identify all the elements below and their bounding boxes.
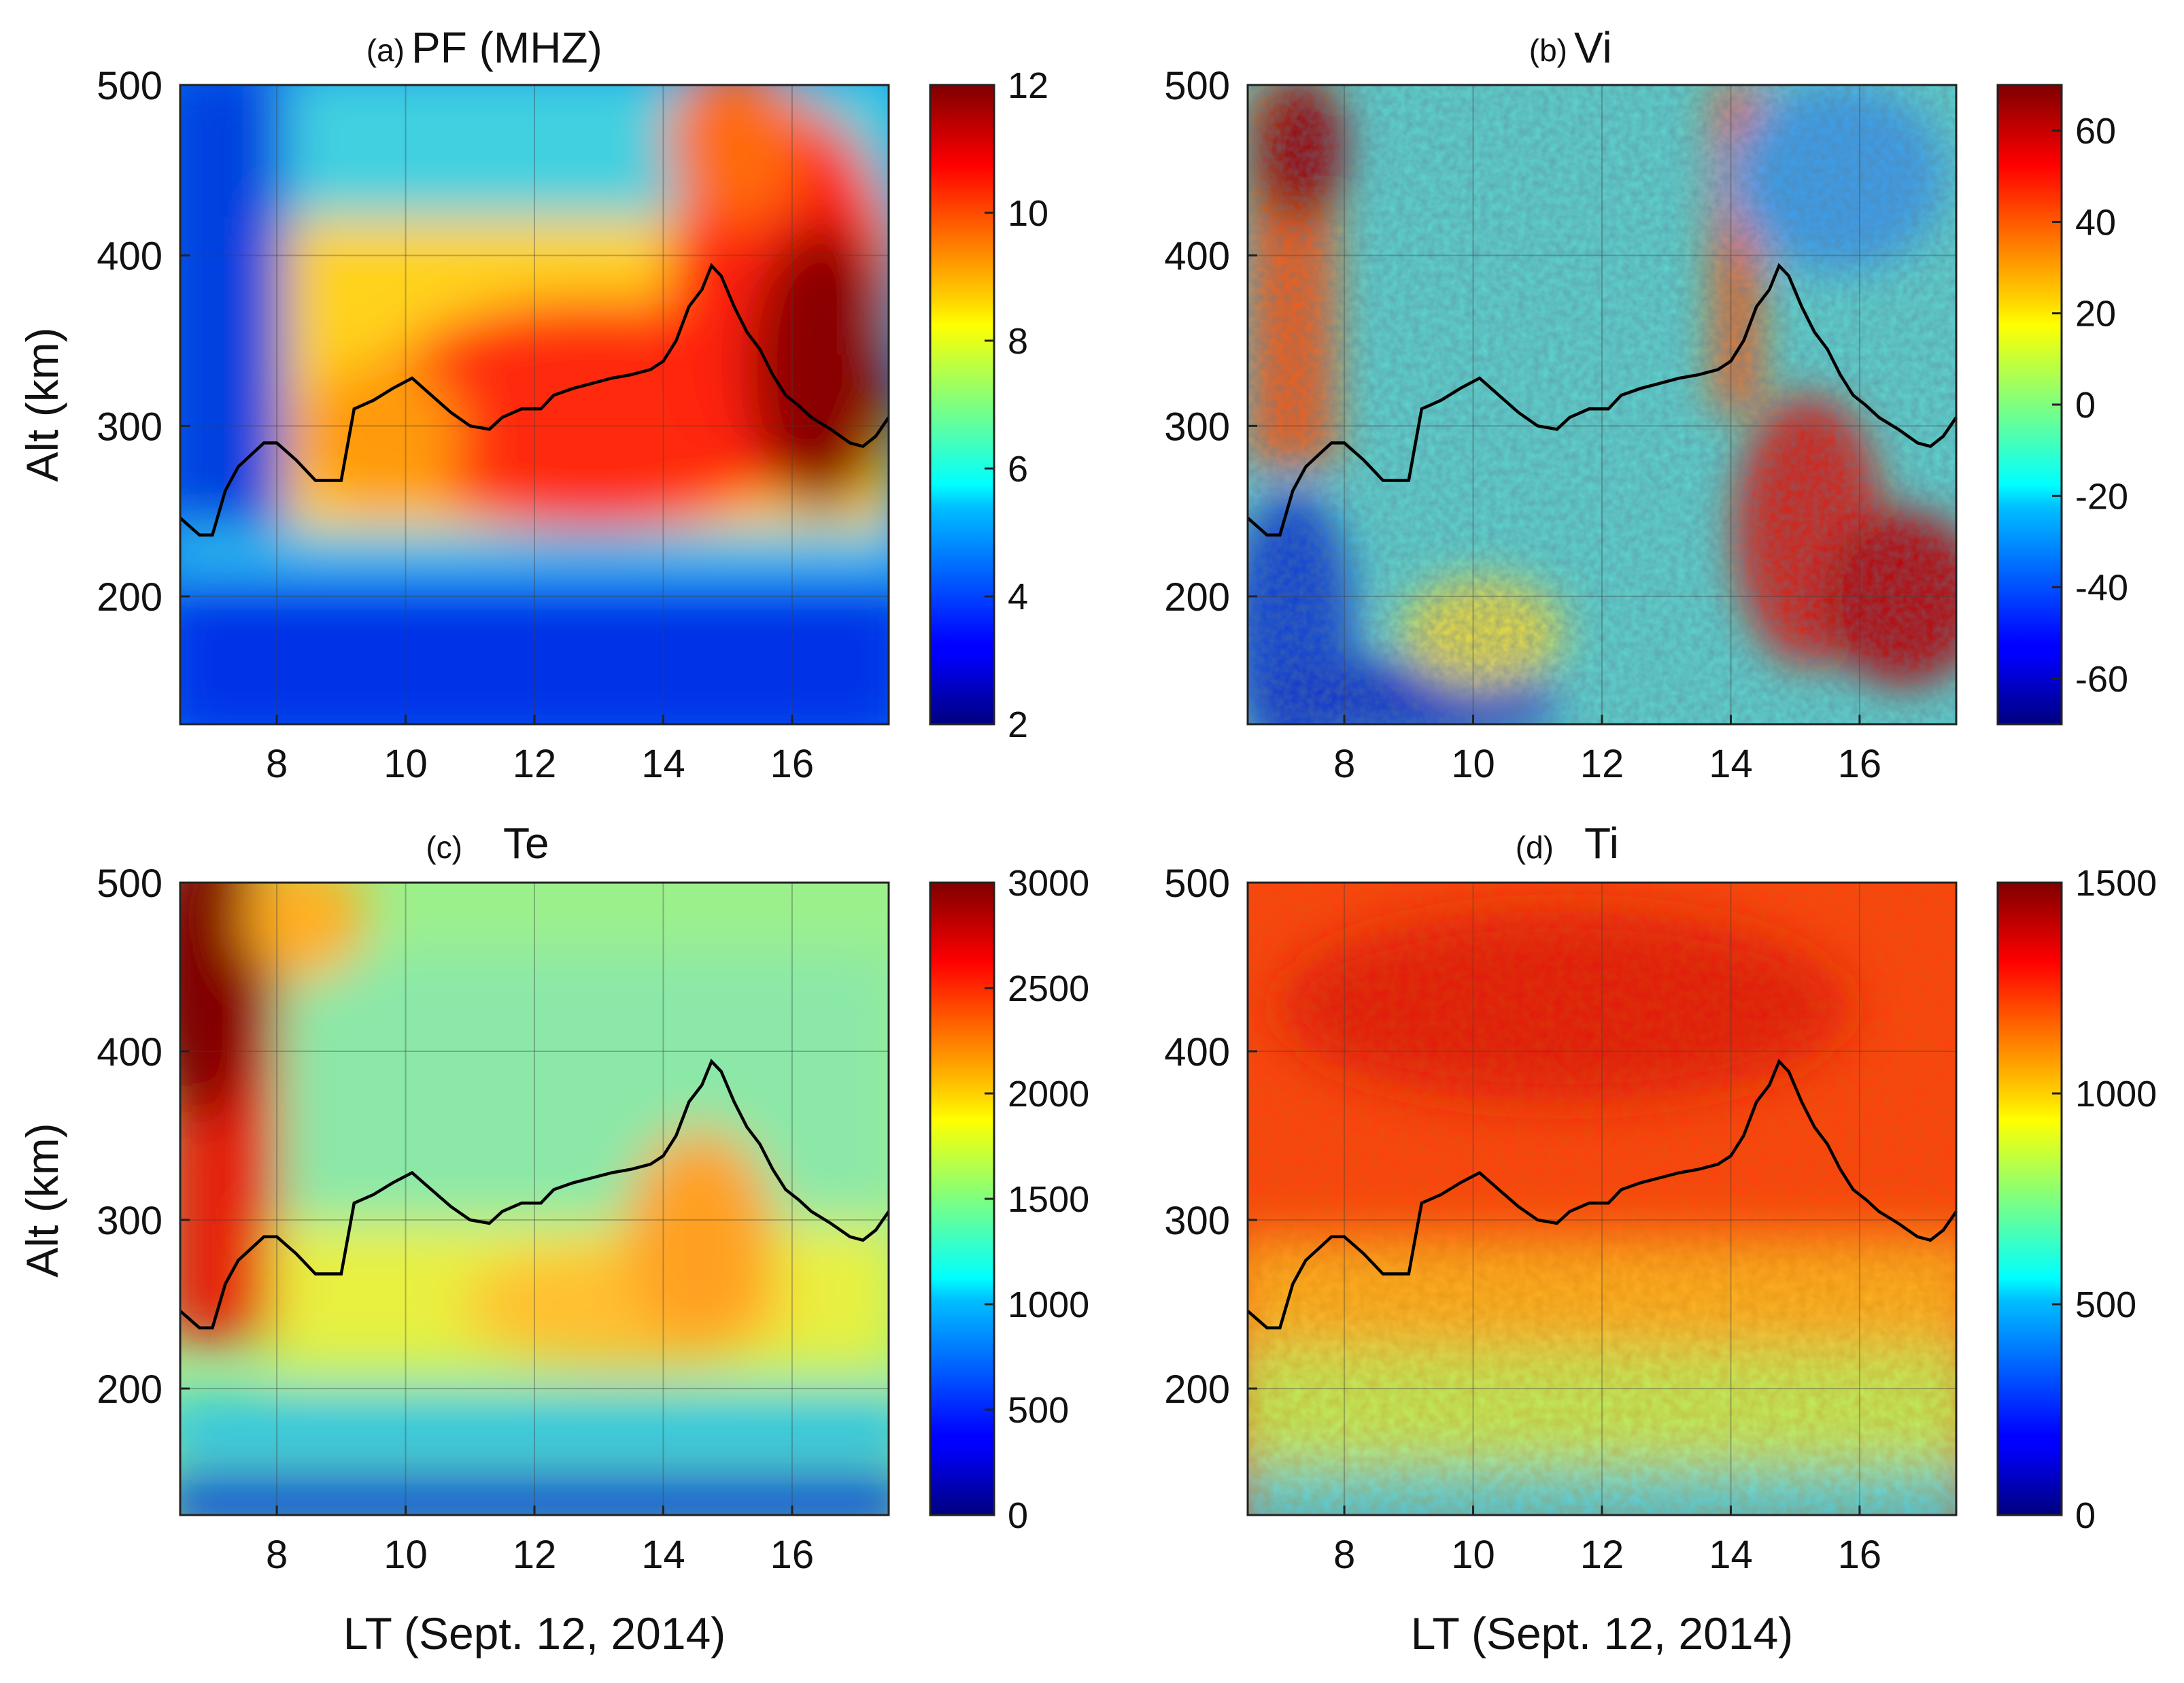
panel-b-colorbar-tick-label: 20 [2075,294,2116,335]
panel-b-colorbar-tick-label: -60 [2075,659,2128,700]
panel-b-colorbar-tick-label: -20 [2075,476,2128,517]
panel-d-x-tick-label: 16 [1838,1533,1882,1577]
panel-c-colorbar-tick-label: 1500 [1008,1179,1089,1220]
panel-b-x-tick-label: 16 [1838,742,1882,786]
panel-a-x-tick-label: 16 [770,742,815,786]
panel-b-y-tick-label: 200 [1164,575,1230,619]
panel-d-title-prefix: (d) [1516,830,1554,865]
panel-b-colorbar-gradient [1996,84,2063,726]
panel-c-y-tick-label: 200 [97,1367,163,1412]
panel-a-x-tick-label: 12 [513,742,557,786]
panel-d-x-tick-label: 8 [1333,1533,1355,1577]
panel-a-colorbar-tick-label: 12 [1008,65,1048,106]
panel-b-heatmap [1248,85,1956,724]
panel-d-colorbar-tick-label: 500 [2075,1285,2136,1325]
panel-b-colorbar-tick-label: -40 [2075,568,2128,609]
panel-a-hmf2-line [179,262,890,537]
panel-d-y-tick-label: 500 [1164,862,1230,906]
panel-d-title: Ti [1584,819,1619,868]
panel-d-y-tick-label: 300 [1164,1199,1230,1243]
panel-d-x-axis-label: LT (Sept. 12, 2014) [1411,1608,1794,1659]
panel-c-colorbar-tick-label: 1000 [1008,1285,1089,1325]
panel-c-x-tick-label: 12 [513,1533,557,1577]
panel-a-x-tick-label: 14 [641,742,685,786]
panel-d-colorbar-gradient [1996,881,2063,1516]
panel-c-colorbar-tick-label: 2000 [1008,1074,1089,1115]
panel-b-y-tick-label: 300 [1164,405,1230,449]
panel-c-x-tick-label: 14 [641,1533,685,1577]
panel-b-x-tick-label: 14 [1709,742,1753,786]
panel-d-colorbar-tick-label: 1500 [2075,863,2157,904]
panel-a-y-tick-label: 300 [97,405,163,449]
panel-b-colorbar-tick-label: 60 [2075,111,2116,152]
panel-c-y-tick-label: 500 [97,862,163,906]
panel-a-x-tick-label: 10 [383,742,428,786]
panel-a-colorbar-gradient [929,84,995,726]
panel-a-y-axis-label: Alt (km) [17,327,67,481]
panel-c-colorbar-tick-label: 500 [1008,1390,1069,1431]
panel-a-colorbar: 2 4 6 8 10 12 [929,65,1048,745]
panel-b-colorbar: -60 -40 -20 0 20 40 60 [1996,84,2128,726]
panel-d-x-tick-label: 10 [1451,1533,1495,1577]
panel-d-heatmap [1248,883,1956,1515]
panel-c-heatmap [180,883,889,1515]
panel-a-colorbar-tick-label: 8 [1008,321,1028,362]
panel-b-colorbar-tick-label: 0 [2075,385,2096,426]
panel-b-axes: 8 10 12 14 16 200 300 400 500 [1164,64,1958,786]
panel-c-axes: 8 10 12 14 16 200 300 400 500 [97,862,890,1577]
panel-d-y-tick-label: 200 [1164,1367,1230,1412]
panel-a-title: PF (MHZ) [411,23,602,72]
panel-c-y-tick-label: 400 [97,1030,163,1074]
panel-b-x-tick-label: 12 [1580,742,1624,786]
panel-c-y-axis-label: Alt (km) [17,1123,67,1277]
panel-d-colorbar: 0 500 1000 1500 [1996,863,2157,1536]
panel-c-x-tick-label: 10 [383,1533,428,1577]
panel-a-y-tick-label: 200 [97,575,163,619]
panel-d-colorbar-tick-label: 0 [2075,1495,2096,1536]
panel-c-colorbar-tick-label: 3000 [1008,863,1089,904]
panel-a-axes: 8 10 12 14 16 200 300 400 500 [97,64,890,786]
panel-a-title-prefix: (a) [366,33,405,68]
panel-c-colorbar-gradient [929,881,995,1516]
panel-d-hmf2-line [1246,1058,1958,1329]
panel-b-colorbar-tick-label: 40 [2075,202,2116,243]
panel-b-y-tick-label: 400 [1164,235,1230,279]
panel-b-y-tick-label: 500 [1164,64,1230,108]
panel-a-colorbar-tick-label: 10 [1008,193,1048,234]
panel-c-colorbar: 0 500 1000 1500 2000 2500 3000 [929,863,1089,1536]
panel-a-y-tick-label: 500 [97,64,163,108]
panel-c-x-tick-label: 16 [770,1533,815,1577]
panel-d-x-tick-label: 12 [1580,1533,1624,1577]
panel-c-hmf2-line [179,1058,890,1329]
panel-b-title-prefix: (b) [1529,33,1567,68]
panel-a-heatmap [180,85,889,724]
panel-c-colorbar-tick-label: 2500 [1008,968,1089,1009]
panel-a-y-tick-label: 400 [97,235,163,279]
panel-b-x-tick-label: 10 [1451,742,1495,786]
panel-b-hmf2-line [1246,262,1958,537]
panel-a-x-tick-label: 8 [266,742,288,786]
panel-a-colorbar-tick-label: 6 [1008,449,1028,490]
panel-a-colorbar-tick-label: 2 [1008,704,1028,745]
panel-c-y-tick-label: 300 [97,1199,163,1243]
panel-c-title-prefix: (c) [426,830,462,865]
panel-c-title: Te [503,819,549,868]
panel-d-y-tick-label: 400 [1164,1030,1230,1074]
panel-d-x-tick-label: 14 [1709,1533,1753,1577]
panel-a-colorbar-tick-label: 4 [1008,577,1028,617]
panel-c-colorbar-tick-label: 0 [1008,1495,1028,1536]
panel-d-axes: 8 10 12 14 16 200 300 400 500 [1164,862,1958,1577]
panel-c-x-axis-label: LT (Sept. 12, 2014) [343,1608,726,1659]
panel-d-colorbar-tick-label: 1000 [2075,1074,2157,1115]
panel-c-x-tick-label: 8 [266,1533,288,1577]
panel-b-title: Vi [1574,23,1612,72]
panel-b-x-tick-label: 8 [1333,742,1355,786]
